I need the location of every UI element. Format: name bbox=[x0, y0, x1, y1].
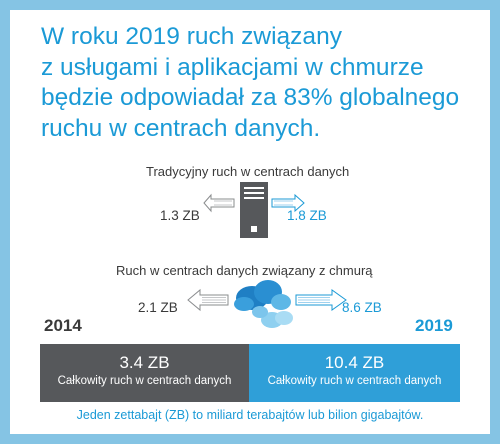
cloud-traffic-label: Ruch w centrach danych związany z chmurą bbox=[116, 263, 373, 278]
arrow-right-blue-icon bbox=[271, 193, 305, 213]
headline: W roku 2019 ruch związany z usługami i a… bbox=[41, 22, 481, 144]
total-2019-value: 10.4 ZB bbox=[324, 353, 385, 372]
infographic-card: W roku 2019 ruch związany z usługami i a… bbox=[10, 10, 490, 434]
headline-line-1: W roku 2019 ruch związany bbox=[41, 23, 342, 50]
total-2019-caption: Całkowity ruch w centrach danych bbox=[267, 375, 442, 387]
cloud-icon bbox=[234, 280, 293, 328]
headline-line-3: będzie odpowiadał za 83% globalnego bbox=[41, 84, 460, 111]
footnote: Jeden zettabajt (ZB) to miliard terabajt… bbox=[76, 408, 424, 422]
cloud-2019-value: 8.6 ZB bbox=[342, 300, 382, 315]
headline-line-4: ruchu w centrach danych. bbox=[41, 114, 321, 142]
headline-line-2: z usługami i aplikacjami w chmurze bbox=[41, 53, 424, 81]
arrow-right-blue-icon bbox=[295, 289, 347, 311]
total-2014-caption: Całkowity ruch w centrach danych bbox=[57, 375, 232, 387]
total-2014-bar: 3.4 ZB Całkowity ruch w centrach danych bbox=[40, 344, 249, 402]
arrow-left-gray-icon bbox=[187, 288, 229, 312]
traditional-2014-value: 1.3 ZB bbox=[160, 208, 200, 223]
year-2019-label: 2019 bbox=[415, 316, 453, 335]
arrow-left-gray-icon bbox=[203, 193, 235, 213]
cloud-traffic-graphic bbox=[187, 280, 347, 328]
traditional-traffic-label: Tradycyjny ruch w centrach danych bbox=[146, 164, 350, 179]
traditional-traffic-graphic bbox=[203, 182, 305, 238]
traditional-2019-value: 1.8 ZB bbox=[287, 208, 327, 223]
total-2019-bar: 10.4 ZB Całkowity ruch w centrach danych bbox=[249, 344, 460, 402]
cloud-2014-value: 2.1 ZB bbox=[138, 300, 178, 315]
server-icon bbox=[240, 182, 268, 238]
total-2014-value: 3.4 ZB bbox=[119, 353, 170, 372]
year-2014-label: 2014 bbox=[44, 316, 82, 335]
